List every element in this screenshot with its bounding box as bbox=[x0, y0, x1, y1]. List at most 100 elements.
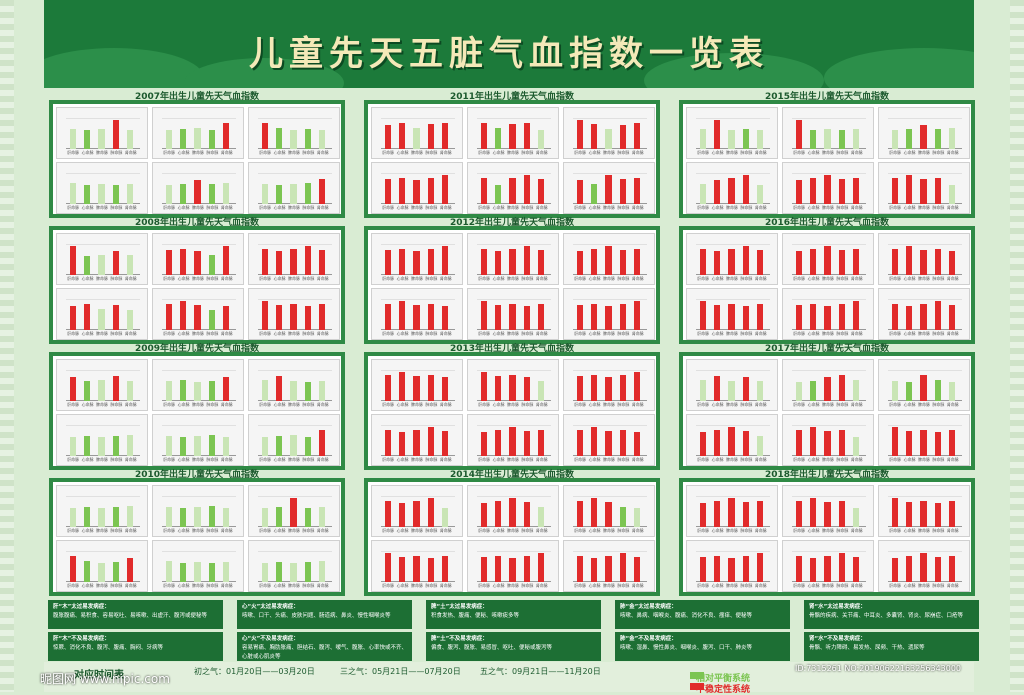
tick-label: 心命脉 bbox=[177, 402, 190, 407]
tick-label: 肺命脉 bbox=[617, 331, 630, 336]
bar-1 bbox=[714, 305, 721, 330]
tick-label: 肾命脉 bbox=[124, 583, 137, 588]
bar-4 bbox=[949, 185, 956, 204]
tick-label: 肝命脉 bbox=[382, 402, 395, 407]
bar-4 bbox=[223, 123, 230, 149]
tick-label: 肺命脉 bbox=[617, 205, 630, 210]
mini-chart: 肝命脉 心命脉 脾命脉 肺命脉 肾命脉 bbox=[686, 162, 778, 214]
tick-label: 肾命脉 bbox=[946, 205, 959, 210]
tick-label: 心命脉 bbox=[711, 150, 724, 155]
tick-label: 肾命脉 bbox=[535, 528, 548, 533]
gridline bbox=[888, 370, 962, 371]
mini-chart: 肝命脉 心命脉 脾命脉 肺命脉 肾命脉 bbox=[782, 162, 874, 214]
bar-1 bbox=[180, 300, 187, 330]
mini-chart: 肝命脉 心命脉 脾命脉 肺命脉 肾命脉 bbox=[782, 288, 874, 340]
mini-chart: 肝命脉 心命脉 脾命脉 肺命脉 肾命脉 bbox=[248, 540, 340, 592]
bar-1 bbox=[180, 379, 187, 401]
bar-0 bbox=[261, 508, 268, 527]
mini-chart: 肝命脉 心命脉 脾命脉 肺命脉 肾命脉 bbox=[467, 233, 559, 285]
gridline bbox=[162, 425, 236, 426]
tick-label: 肾命脉 bbox=[535, 331, 548, 336]
tick-label: 脾命脉 bbox=[917, 331, 930, 336]
bar-0 bbox=[384, 501, 391, 527]
bar-1 bbox=[276, 562, 283, 582]
bar-1 bbox=[495, 250, 502, 275]
tick-label: 肺命脉 bbox=[425, 150, 438, 155]
tick-label: 肝命脉 bbox=[574, 331, 587, 336]
tick-label: 肝命脉 bbox=[382, 331, 395, 336]
tick-label: 脾命脉 bbox=[287, 331, 300, 336]
bar-1 bbox=[906, 174, 913, 204]
tick-label: 心命脉 bbox=[903, 276, 916, 281]
tick-label: 心命脉 bbox=[273, 528, 286, 533]
bar-3 bbox=[208, 255, 216, 275]
bar-1 bbox=[84, 255, 91, 275]
chart-panel: 肝命脉 心命脉 脾命脉 肺命脉 肾命脉 肝命脉 心命脉 脾命脉 肺命脉 肾命脉 肝命脉 心命脉 脾命脉肺… bbox=[679, 226, 975, 344]
tick-label: 心命脉 bbox=[588, 276, 601, 281]
tick-label: 肺命脉 bbox=[110, 331, 123, 336]
bar-3 bbox=[934, 300, 942, 330]
mini-chart: 肝命脉 心命脉 脾命脉 肺命脉 肾命脉 bbox=[563, 288, 655, 340]
bar-2 bbox=[509, 304, 516, 330]
bar-4 bbox=[757, 501, 764, 527]
bar-2 bbox=[509, 248, 516, 275]
tick-label: 心命脉 bbox=[903, 150, 916, 155]
bar-3 bbox=[619, 303, 627, 330]
chart-panel: 肝命脉 心命脉 脾命脉 肺命脉 肾命脉 肝命脉 心命脉 脾命脉 肺命脉 肾命脉 肝命脉 心命脉 脾命脉肺… bbox=[364, 352, 660, 470]
info-body: 咳嗽、湿鼻、慢性鼻炎、咽喉炎、腹泻、口干、肺炎等 bbox=[620, 645, 753, 651]
info-body: 偏食、腹泻、腹胀、易感冒、呕吐、便秘或腹泻等 bbox=[431, 645, 553, 651]
tick-label: 肺命脉 bbox=[425, 331, 438, 336]
bar-2 bbox=[824, 431, 831, 456]
bar-1 bbox=[810, 497, 817, 527]
tick-label: 肺命脉 bbox=[740, 583, 753, 588]
bar-0 bbox=[69, 305, 76, 330]
chart-panel: 肝命脉 心命脉 脾命脉 肺命脉 肾命脉 肝命脉 心命脉 脾命脉 肺命脉 肾命脉 肝命脉 心命脉 脾命脉肺… bbox=[364, 226, 660, 344]
bar-2 bbox=[728, 557, 735, 582]
bar-1 bbox=[84, 507, 91, 527]
tick-label: 心命脉 bbox=[711, 583, 724, 588]
bar-2 bbox=[824, 129, 831, 149]
tick-label: 脾命脉 bbox=[602, 331, 615, 336]
bar-1 bbox=[84, 560, 91, 582]
bar-1 bbox=[810, 381, 817, 401]
bar-0 bbox=[165, 560, 172, 582]
bar-0 bbox=[69, 507, 76, 527]
tick-label: 心命脉 bbox=[81, 331, 94, 336]
tick-label: 脾命脉 bbox=[506, 276, 519, 281]
tick-label: 肝命脉 bbox=[574, 205, 587, 210]
mini-chart: 肝命脉 心命脉 脾命脉 肺命脉 肾命脉 bbox=[467, 485, 559, 537]
tick-label: 肝命脉 bbox=[793, 583, 806, 588]
bar-0 bbox=[165, 184, 172, 204]
bar-0 bbox=[69, 245, 76, 275]
mini-chart: 肝命脉 心命脉 脾命脉 肺命脉 肾命脉 bbox=[563, 233, 655, 285]
bar-0 bbox=[480, 431, 487, 456]
bar-3 bbox=[838, 374, 846, 401]
tick-label: 心命脉 bbox=[492, 402, 505, 407]
bar-2 bbox=[728, 497, 735, 527]
gridline bbox=[573, 496, 647, 497]
tick-label: 心命脉 bbox=[396, 457, 409, 462]
gridline bbox=[573, 370, 647, 371]
tick-label: 肝命脉 bbox=[697, 583, 710, 588]
tick-label: 心命脉 bbox=[492, 528, 505, 533]
bar-0 bbox=[795, 250, 802, 275]
tick-label: 肺命脉 bbox=[836, 331, 849, 336]
tick-label: 肝命脉 bbox=[259, 402, 272, 407]
page-title: 儿童先天五脏气血指数一览表 bbox=[249, 34, 769, 74]
bar-0 bbox=[576, 250, 583, 275]
bar-3 bbox=[208, 310, 216, 330]
bar-0 bbox=[699, 129, 706, 149]
tick-label: 肾命脉 bbox=[631, 276, 644, 281]
tick-label: 肝命脉 bbox=[67, 205, 80, 210]
bar-3 bbox=[742, 376, 750, 401]
gridline bbox=[162, 244, 236, 245]
bar-0 bbox=[699, 249, 706, 275]
gridline bbox=[477, 118, 551, 119]
tick-label: 脾命脉 bbox=[287, 457, 300, 462]
mini-chart: 肝命脉 心命脉 脾命脉 肺命脉 肾命脉 bbox=[686, 540, 778, 592]
tick-label: 肝命脉 bbox=[889, 276, 902, 281]
tick-label: 肾命脉 bbox=[439, 205, 452, 210]
bar-0 bbox=[165, 130, 172, 149]
bar-1 bbox=[591, 124, 598, 149]
bar-1 bbox=[399, 249, 406, 275]
